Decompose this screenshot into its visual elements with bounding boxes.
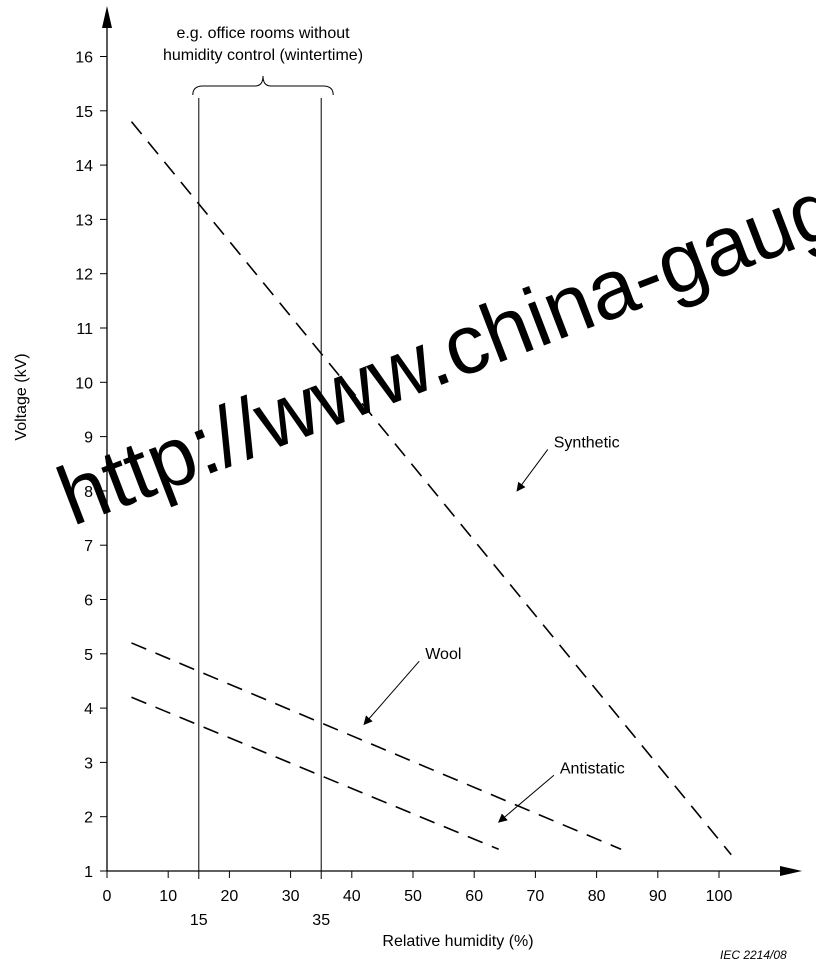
y-tick-label: 6 — [84, 593, 93, 610]
axes — [102, 6, 802, 876]
series-labels: Synthetic Wool Antistatic — [363, 434, 625, 823]
y-tick-label: 14 — [75, 158, 93, 175]
reference-lines: 15 35 — [190, 98, 330, 929]
x-tick-label: 40 — [343, 888, 361, 905]
series-line-antistatic — [131, 696, 499, 851]
x-axis-label: Relative humidity (%) — [382, 933, 533, 950]
series-label-wool: Wool — [425, 646, 461, 663]
x-tick-label: 100 — [706, 888, 733, 905]
series-label-synthetic: Synthetic — [554, 434, 620, 451]
y-tick-label: 4 — [84, 701, 93, 718]
x-ticks: 0 10 20 30 40 50 60 70 80 90 100 — [103, 871, 733, 905]
y-axis-arrow — [102, 6, 112, 28]
y-tick-label: 3 — [84, 755, 93, 772]
x-axis-arrow — [780, 866, 802, 876]
y-tick-label: 10 — [75, 375, 93, 392]
series-label-leader — [497, 774, 555, 823]
y-tick-label: 8 — [84, 484, 93, 501]
series — [130, 121, 732, 856]
watermark: http://www.china-gauge — [45, 143, 816, 544]
bracket-text-line-2: humidity control (wintertime) — [163, 47, 363, 64]
bracket-annotation: e.g. office rooms without humidity contr… — [163, 25, 363, 96]
series-line-wool — [131, 642, 622, 851]
series-label-leader — [516, 449, 549, 492]
x-tick-label: 50 — [404, 888, 422, 905]
bracket-brace — [192, 75, 334, 96]
y-tick-label: 16 — [75, 50, 93, 67]
x-tick-label: 30 — [282, 888, 300, 905]
figure-credit: IEC 2214/08 — [720, 948, 787, 962]
y-axis-label: Voltage (kV) — [13, 353, 30, 440]
x-tick-label: 10 — [159, 888, 177, 905]
y-tick-label: 13 — [75, 212, 93, 229]
y-tick-label: 7 — [84, 538, 93, 555]
y-tick-label: 1 — [84, 864, 93, 881]
bracket-text-line-1: e.g. office rooms without — [176, 25, 350, 42]
x-tick-label: 70 — [527, 888, 545, 905]
series-label-leader — [363, 660, 420, 726]
y-tick-label: 11 — [76, 321, 93, 338]
y-tick-label: 12 — [75, 267, 93, 284]
reference-line-label: 35 — [312, 912, 330, 929]
x-tick-label: 20 — [221, 888, 239, 905]
x-tick-label: 90 — [649, 888, 667, 905]
y-tick-label: 5 — [84, 647, 93, 664]
x-tick-label: 0 — [103, 888, 112, 905]
series-label-antistatic: Antistatic — [560, 760, 625, 777]
x-tick-label: 80 — [588, 888, 606, 905]
x-tick-label: 60 — [465, 888, 483, 905]
reference-line-label: 15 — [190, 912, 208, 929]
y-tick-label: 9 — [84, 430, 93, 447]
series-line-synthetic — [130, 121, 732, 856]
y-tick-label: 15 — [75, 104, 93, 121]
y-tick-label: 2 — [84, 810, 93, 827]
